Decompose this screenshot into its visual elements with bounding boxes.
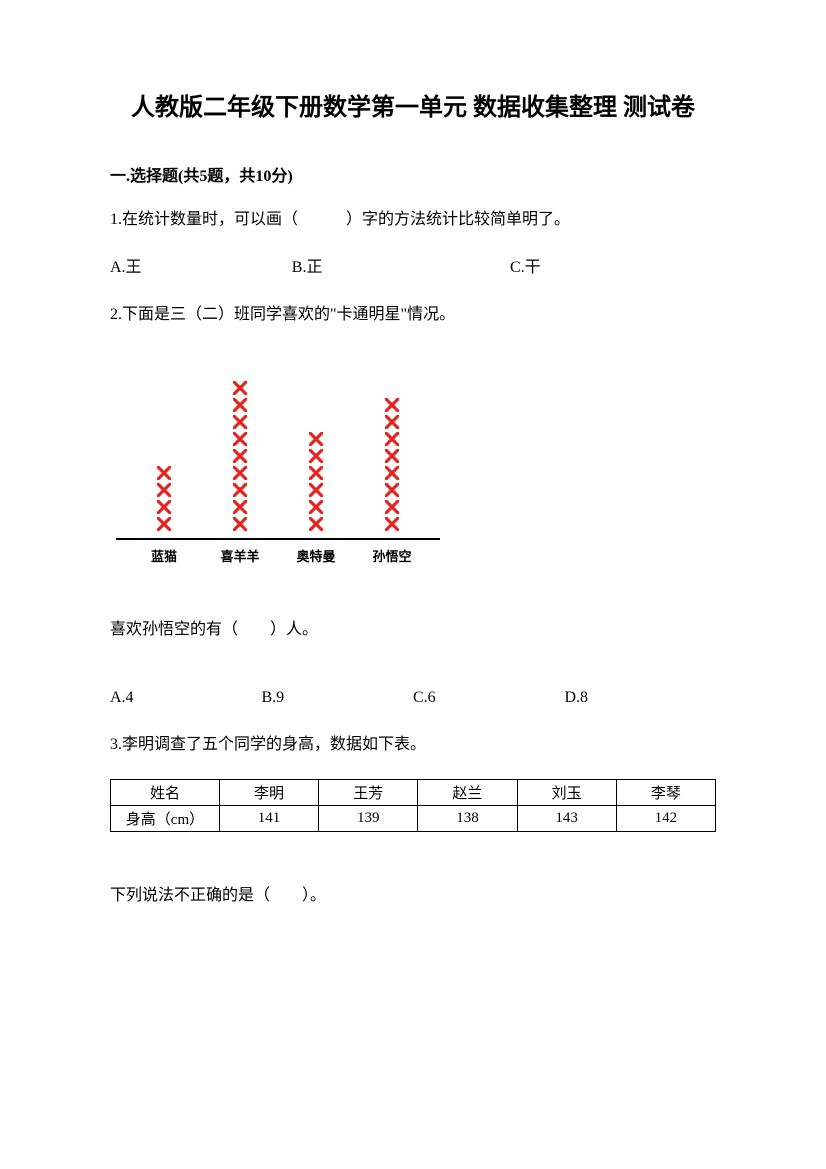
x-mark-icon <box>309 483 323 497</box>
pictograph-labels: 蓝猫喜羊羊奥特曼孙悟空 <box>116 546 440 565</box>
pictograph-label: 蓝猫 <box>126 546 202 565</box>
table-cell: 138 <box>418 806 517 832</box>
x-mark-icon <box>233 500 247 514</box>
x-mark-icon <box>385 449 399 463</box>
x-mark-icon <box>157 517 171 531</box>
x-mark-icon <box>233 415 247 429</box>
question-1-text: 1.在统计数量时，可以画（ ）字的方法统计比较简单明了。 <box>110 206 716 235</box>
table-header-row: 姓名李明王芳赵兰刘玉李琴 <box>111 780 716 806</box>
section-header: 一.选择题(共5题，共10分) <box>110 162 716 186</box>
x-mark-icon <box>233 517 247 531</box>
pictograph-column <box>202 360 278 538</box>
q3-data-table: 姓名李明王芳赵兰刘玉李琴身高（cm）141139138143142 <box>110 779 716 832</box>
q2-option-d: D.8 <box>565 689 717 707</box>
table-header-cell: 赵兰 <box>418 780 517 806</box>
x-mark-icon <box>157 466 171 480</box>
q1-option-c: C.干 <box>510 253 716 277</box>
table-header-cell: 刘玉 <box>517 780 616 806</box>
table-cell: 139 <box>319 806 418 832</box>
page-title: 人教版二年级下册数学第一单元 数据收集整理 测试卷 <box>110 90 716 126</box>
x-mark-icon <box>385 432 399 446</box>
table-cell: 身高（cm） <box>111 806 220 832</box>
pictograph-label: 奥特曼 <box>278 546 354 565</box>
table-cell: 141 <box>219 806 318 832</box>
table-header-cell: 李明 <box>219 780 318 806</box>
x-mark-icon <box>385 500 399 514</box>
x-mark-icon <box>309 517 323 531</box>
q2-option-b: B.9 <box>262 689 414 707</box>
pictograph-label: 喜羊羊 <box>202 546 278 565</box>
table-cell: 143 <box>517 806 616 832</box>
x-mark-icon <box>385 466 399 480</box>
pictograph-column <box>126 360 202 538</box>
table-cell: 142 <box>616 806 715 832</box>
x-mark-icon <box>385 517 399 531</box>
q1-option-a: A.王 <box>110 253 292 277</box>
pictograph-columns <box>116 360 440 540</box>
x-mark-icon <box>385 415 399 429</box>
question-3-sub: 下列说法不正确的是（ ）。 <box>110 882 716 911</box>
q2-pictograph: 蓝猫喜羊羊奥特曼孙悟空 <box>110 360 440 565</box>
x-mark-icon <box>309 500 323 514</box>
table-header-cell: 王芳 <box>319 780 418 806</box>
x-mark-icon <box>233 432 247 446</box>
question-1-options: A.王 B.正 C.干 <box>110 253 716 277</box>
pictograph-column <box>354 360 430 538</box>
x-mark-icon <box>233 449 247 463</box>
x-mark-icon <box>157 500 171 514</box>
question-2-sub: 喜欢孙悟空的有（ ）人。 <box>110 615 716 639</box>
x-mark-icon <box>233 381 247 395</box>
x-mark-icon <box>157 483 171 497</box>
x-mark-icon <box>309 466 323 480</box>
q2-option-a: A.4 <box>110 689 262 707</box>
question-2-options: A.4 B.9 C.6 D.8 <box>110 689 716 707</box>
q1-option-b: B.正 <box>292 253 510 277</box>
q2-option-c: C.6 <box>413 689 565 707</box>
x-mark-icon <box>309 432 323 446</box>
x-mark-icon <box>233 398 247 412</box>
table-header-cell: 姓名 <box>111 780 220 806</box>
question-2-text: 2.下面是三（二）班同学喜欢的"卡通明星"情况。 <box>110 301 716 330</box>
x-mark-icon <box>233 466 247 480</box>
pictograph-label: 孙悟空 <box>354 546 430 565</box>
table-row: 身高（cm）141139138143142 <box>111 806 716 832</box>
x-mark-icon <box>233 483 247 497</box>
question-3-text: 3.李明调查了五个同学的身高，数据如下表。 <box>110 731 716 760</box>
pictograph-column <box>278 360 354 538</box>
x-mark-icon <box>309 449 323 463</box>
x-mark-icon <box>385 483 399 497</box>
table-header-cell: 李琴 <box>616 780 715 806</box>
x-mark-icon <box>385 398 399 412</box>
